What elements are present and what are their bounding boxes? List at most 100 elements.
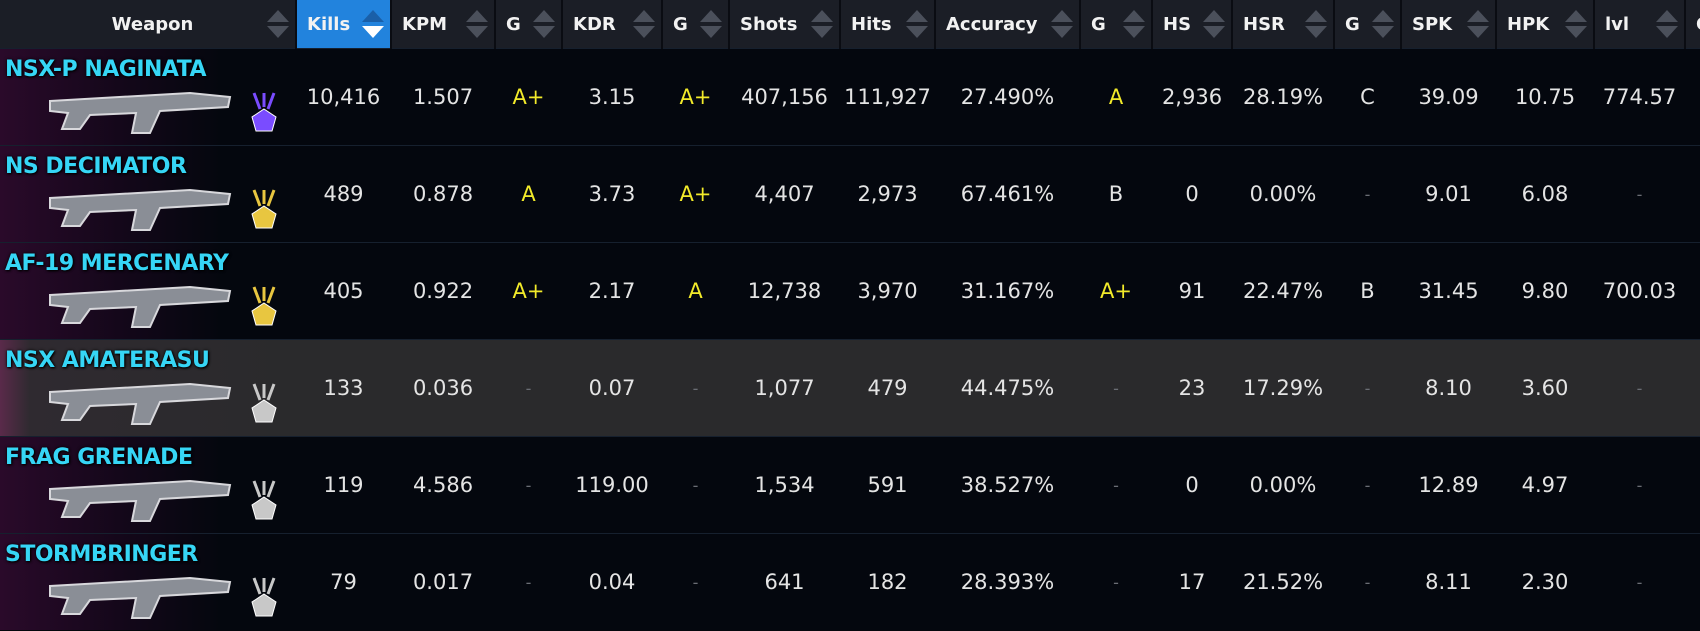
stat-cell: 28.19% — [1232, 48, 1334, 146]
table-row[interactable]: FRAG GRENADE 119 4.586-119.00-1,534 591 38.5… — [0, 436, 1700, 534]
header-label: Hits — [851, 13, 892, 35]
stat-cell: 39.09 — [1401, 48, 1496, 146]
stat-cell: 6.08 — [1496, 145, 1594, 243]
sort-down — [811, 26, 833, 38]
overflow-cell — [1685, 48, 1700, 146]
column-header[interactable]: HSR — [1232, 0, 1335, 49]
sort-up — [1203, 10, 1225, 22]
stat-cell: - — [1594, 533, 1685, 630]
column-header[interactable]: G — [1080, 0, 1153, 49]
medal-body — [251, 205, 277, 229]
weapon-name: AF-19 MERCENARY — [5, 251, 229, 276]
sort-up — [1123, 10, 1145, 22]
stat-cell: B — [1334, 242, 1401, 340]
column-header[interactable]: G — [1334, 0, 1402, 49]
stat-cell: A+ — [1080, 242, 1152, 340]
column-header[interactable]: G — [662, 0, 730, 49]
column-header[interactable]: KDR — [562, 0, 663, 49]
stat-cell: - — [662, 339, 729, 437]
sort-up — [700, 10, 722, 22]
sort-down — [633, 26, 655, 38]
table-row[interactable]: NSX-P NAGINATA 10,416 1.507 A+ 3.15 A+ 407,156… — [0, 48, 1700, 146]
stat-cell: - — [1594, 436, 1685, 534]
stat-cell: 489 — [296, 145, 391, 243]
table-body: NSX-P NAGINATA 10,416 1.507 A+ 3.15 A+ 407,156… — [0, 48, 1700, 630]
stat-cell: 4.97 — [1496, 436, 1594, 534]
stat-cell: 182 — [840, 533, 935, 630]
sort-down — [1565, 26, 1587, 38]
weapon-image — [49, 576, 232, 619]
stat-cell: 641 — [729, 533, 840, 630]
stat-cell: 4.586 — [391, 436, 495, 534]
stat-cell: - — [1594, 339, 1685, 437]
table-row[interactable]: NSX AMATERASU 133 0.036-0.07-1,077 479 44.47… — [0, 339, 1700, 437]
column-header[interactable]: G — [495, 0, 563, 49]
weapon-cell: NSX AMATERASU — [0, 339, 296, 437]
column-header[interactable]: G — [1685, 0, 1700, 49]
header-label: HS — [1163, 13, 1192, 35]
sort-down — [362, 26, 384, 38]
column-header[interactable]: HS — [1152, 0, 1233, 49]
column-header[interactable]: Hits — [840, 0, 936, 49]
stat-cell: 31.45 — [1401, 242, 1496, 340]
stat-cell: B — [1080, 145, 1152, 243]
stat-cell: 133 — [296, 339, 391, 437]
column-header[interactable]: HPK — [1496, 0, 1595, 49]
stat-cell: 27.490% — [935, 48, 1080, 146]
stat-cell: 91 — [1152, 242, 1232, 340]
header-label: G — [1345, 13, 1360, 35]
stat-cell: 0.07 — [562, 339, 662, 437]
weapon-silhouette — [49, 382, 232, 425]
rank-medal — [251, 189, 277, 229]
stat-cell: 79 — [296, 533, 391, 630]
stat-cell: 8.10 — [1401, 339, 1496, 437]
stat-cell: - — [495, 436, 562, 534]
stat-cell: 0 — [1152, 436, 1232, 534]
stat-cell: 10.75 — [1496, 48, 1594, 146]
column-header[interactable]: Kills — [296, 0, 392, 49]
header-label: SPK — [1412, 13, 1453, 35]
stat-cell: A — [662, 242, 729, 340]
column-header[interactable]: SPK — [1401, 0, 1497, 49]
stat-cell: 10,416 — [296, 48, 391, 146]
header-label: KPM — [402, 13, 448, 35]
sort-arrows — [1203, 10, 1225, 38]
stat-cell: 2.17 — [562, 242, 662, 340]
column-header[interactable]: KPM — [391, 0, 496, 49]
sort-arrows — [1565, 10, 1587, 38]
header-label: G — [673, 13, 688, 35]
table-row[interactable]: NS DECIMATOR 489 0.878 A 3.73 A+ 4,407 2,973 67.… — [0, 145, 1700, 243]
header-label: Kills — [307, 13, 351, 35]
stat-cell: 591 — [840, 436, 935, 534]
rank-medal — [251, 286, 277, 326]
stat-cell: C — [1334, 48, 1401, 146]
medal-ribbon — [252, 383, 276, 401]
stat-cell: 3,970 — [840, 242, 935, 340]
stat-cell: 3.60 — [1496, 339, 1594, 437]
weapon-image — [49, 479, 232, 522]
column-header[interactable]: Shots — [729, 0, 841, 49]
stat-cell: - — [1334, 145, 1401, 243]
stat-cell: 17.29% — [1232, 339, 1334, 437]
table-row[interactable]: STORMBRINGER 79 0.017-0.04-641 182 28.393% -1… — [0, 533, 1700, 630]
medal-ribbon — [252, 189, 276, 207]
column-header[interactable]: lvl — [1594, 0, 1686, 49]
stat-cell: A — [1080, 48, 1152, 146]
stat-cell: - — [662, 436, 729, 534]
sort-down — [1123, 26, 1145, 38]
stat-cell: 9.01 — [1401, 145, 1496, 243]
stat-cell: - — [1080, 436, 1152, 534]
sort-up — [267, 10, 289, 22]
stat-cell: 1,077 — [729, 339, 840, 437]
stat-cell: 1.507 — [391, 48, 495, 146]
weapon-image — [49, 382, 232, 425]
stat-cell: - — [1080, 339, 1152, 437]
column-header[interactable]: Accuracy — [935, 0, 1081, 49]
table-row[interactable]: AF-19 MERCENARY 405 0.922 A+ 2.17 A 12,738 3,97… — [0, 242, 1700, 340]
stat-cell: - — [495, 533, 562, 630]
weapon-name: STORMBRINGER — [5, 542, 198, 567]
stat-cell: - — [495, 339, 562, 437]
sort-arrows — [1305, 10, 1327, 38]
medal-body — [251, 496, 277, 520]
column-header[interactable]: Weapon — [0, 0, 297, 49]
